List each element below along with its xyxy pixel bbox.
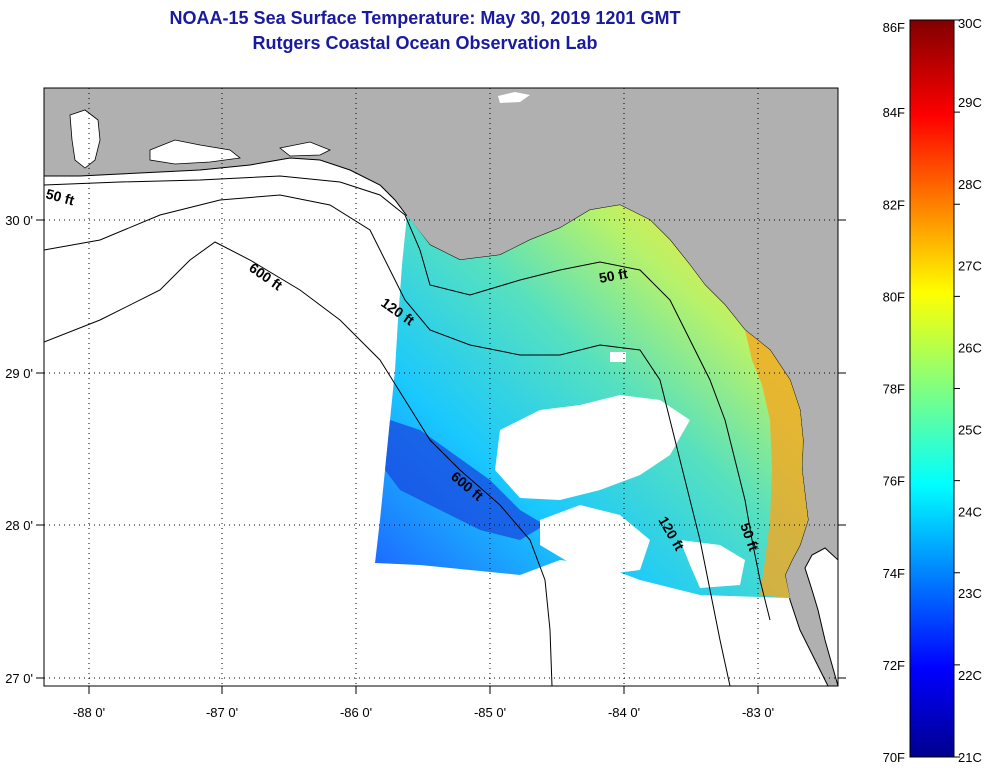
lat-label: 27 0' — [5, 671, 33, 686]
colorbar-f-label: 74F — [883, 566, 905, 581]
contour-600ft — [44, 241, 553, 686]
lat-label: 30 0' — [5, 213, 33, 228]
colorbar-c-label: 28C — [958, 177, 982, 192]
colorbar-c-label: 24C — [958, 504, 982, 519]
contour-label-50ft: 50 ft — [598, 265, 629, 286]
inland-lake — [498, 92, 530, 103]
colorbar-f-label: 76F — [883, 474, 905, 489]
colorbar-f-label: 84F — [883, 105, 905, 120]
cool-water-band — [385, 420, 545, 540]
colorbar-c-label: 27C — [958, 259, 982, 274]
cloud-gap — [495, 395, 690, 500]
lon-label: -87 0' — [206, 705, 238, 720]
map-title: NOAA-15 Sea Surface Temperature: May 30,… — [169, 8, 681, 28]
lat-label: 28 0' — [5, 518, 33, 533]
cloud-gap — [540, 505, 650, 575]
colorbar-f-label: 86F — [883, 20, 905, 35]
colorbar-f-label: 78F — [883, 382, 905, 397]
lon-label: -84 0' — [608, 705, 640, 720]
colorbar-f-label: 70F — [883, 750, 905, 765]
colorbar-f-label: 80F — [883, 289, 905, 304]
lon-label: -86 0' — [340, 705, 372, 720]
warm-nearshore-band — [745, 330, 808, 598]
coastal-bay — [279, 141, 331, 157]
colorbar-c-label: 26C — [958, 341, 982, 356]
cloud-gap — [610, 352, 626, 362]
colorbar-fahrenheit-labels: 86F 84F 82F 80F 78F 76F 74F 72F 70F — [883, 19, 960, 765]
lat-label: 29 0' — [5, 366, 33, 381]
colorbar-c-label: 21C — [958, 750, 982, 765]
colorbar-f-label: 72F — [883, 658, 905, 673]
colorbar-celsius-labels: 30C 29C 28C 27C 26C 25C 24C 23C 22C 21C — [958, 16, 982, 765]
axis-ticks — [36, 219, 846, 694]
map-subtitle: Rutgers Coastal Ocean Observation Lab — [252, 33, 598, 53]
colorbar-c-label: 30C — [958, 16, 982, 31]
colorbar-c-label: 25C — [958, 422, 982, 437]
contour-label-50ft: 50 ft — [44, 185, 76, 208]
colorbar-c-label: 23C — [958, 586, 982, 601]
coastal-bay — [69, 109, 101, 169]
contour-50ft — [44, 175, 771, 621]
contour-120ft — [44, 194, 731, 686]
colorbar-f-label: 82F — [883, 197, 905, 212]
coastal-bay — [149, 139, 241, 165]
lon-label: -88 0' — [73, 705, 105, 720]
cloud-gap — [680, 540, 745, 588]
color-bar — [909, 19, 955, 758]
colorbar-c-label: 29C — [958, 95, 982, 110]
lon-label: -85 0' — [474, 705, 506, 720]
lon-label: -83 0' — [742, 705, 774, 720]
colorbar-c-label: 22C — [958, 668, 982, 683]
